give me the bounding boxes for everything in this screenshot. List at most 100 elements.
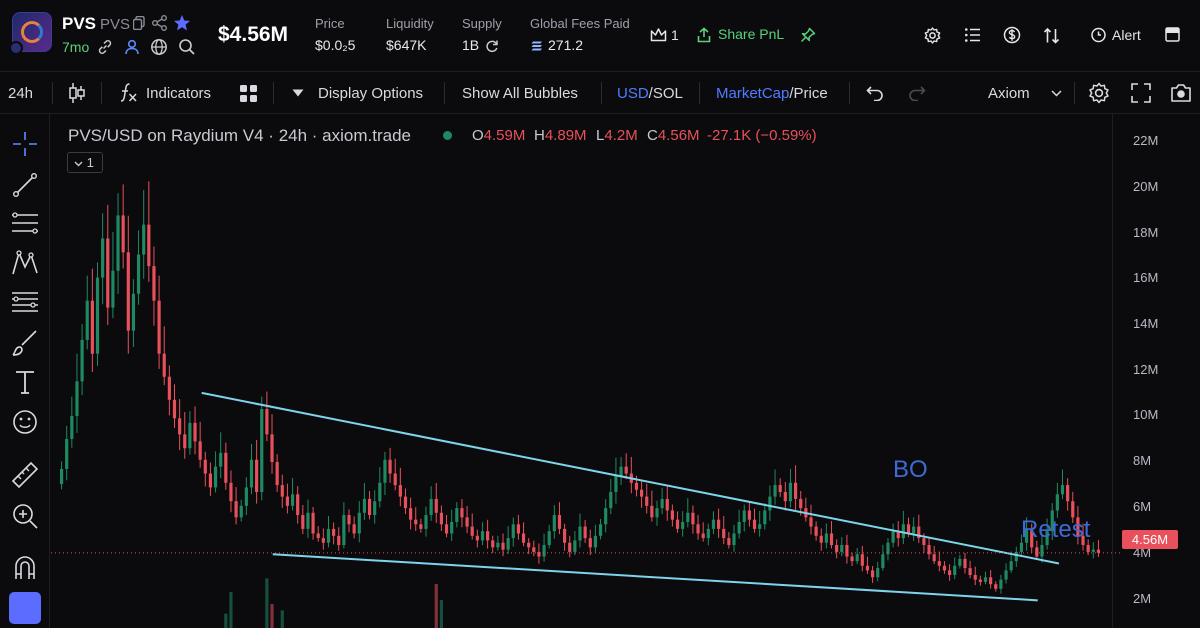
swap-arrows-icon[interactable] [1043, 27, 1060, 44]
sol-option[interactable]: /SOL [648, 85, 683, 102]
candle-body[interactable] [311, 512, 315, 534]
candle-body[interactable] [316, 533, 320, 539]
candle-body[interactable] [1076, 517, 1080, 536]
ruler-icon[interactable] [9, 459, 41, 491]
candle-body[interactable] [912, 526, 916, 534]
copy-icon[interactable] [133, 16, 145, 30]
candle-body[interactable] [342, 515, 346, 546]
candle-body[interactable] [444, 524, 449, 534]
trendline-upper[interactable] [201, 391, 1060, 565]
pin-icon[interactable] [800, 27, 816, 43]
timeframe-button[interactable]: 24h [8, 85, 34, 102]
candle-body[interactable] [1024, 528, 1029, 543]
metric-toggle[interactable]: MarketCap/Price [716, 85, 828, 102]
candle-body[interactable] [989, 577, 993, 585]
candle-body[interactable] [1050, 510, 1054, 532]
crosshair-icon[interactable] [9, 128, 41, 160]
candle-body[interactable] [414, 519, 418, 525]
crown-icon[interactable] [650, 27, 667, 43]
candle-body[interactable] [229, 482, 233, 502]
magnet-icon[interactable] [9, 552, 41, 584]
candle-body[interactable] [583, 526, 587, 539]
marketcap-option[interactable]: MarketCap [716, 85, 790, 102]
candle-body[interactable] [542, 545, 546, 557]
usd-option[interactable]: USD [617, 85, 649, 102]
data-source-select[interactable]: Axiom [988, 85, 1030, 102]
fullscreen-icon[interactable] [1131, 83, 1151, 103]
candle-body[interactable] [737, 521, 741, 534]
candle-body[interactable] [547, 531, 551, 546]
candle-body[interactable] [265, 409, 269, 435]
candle-body[interactable] [321, 538, 325, 543]
currency-dollar-icon[interactable] [1003, 26, 1021, 44]
candle-body[interactable] [711, 519, 716, 529]
candle-body[interactable] [419, 524, 423, 529]
candle-body[interactable] [722, 528, 726, 539]
alert-button[interactable]: Alert [1112, 27, 1141, 43]
candle-body[interactable] [1071, 501, 1075, 518]
candle-body[interactable] [716, 519, 721, 529]
candle-body[interactable] [563, 528, 567, 543]
candle-body[interactable] [347, 515, 351, 525]
candle-body[interactable] [188, 422, 192, 449]
candle-body[interactable] [219, 452, 223, 467]
candle-body[interactable] [152, 266, 156, 301]
candle-body[interactable] [835, 545, 839, 552]
candle-body[interactable] [593, 535, 597, 548]
candle-body[interactable] [373, 501, 377, 516]
candle-body[interactable] [609, 492, 613, 509]
candle-body[interactable] [845, 545, 849, 557]
indicator-collapse-button[interactable]: 1 [67, 152, 103, 173]
candle-body[interactable] [455, 508, 459, 522]
caret-down-icon[interactable] [292, 89, 304, 97]
candle-body[interactable] [696, 524, 700, 534]
candle-body[interactable] [101, 238, 105, 278]
candle-body[interactable] [450, 521, 454, 534]
candle-body[interactable] [255, 459, 259, 493]
candle-body[interactable] [660, 498, 664, 509]
candle-body[interactable] [486, 531, 490, 541]
show-bubbles-button[interactable]: Show All Bubbles [462, 85, 578, 102]
candle-body[interactable] [75, 381, 79, 416]
candle-body[interactable] [752, 519, 757, 529]
candle-body[interactable] [516, 524, 520, 534]
candle-body[interactable] [424, 515, 428, 529]
candle-body[interactable] [203, 459, 207, 474]
candle-body[interactable] [1014, 551, 1018, 562]
price-axis[interactable] [1112, 114, 1200, 628]
candle-body[interactable] [383, 459, 387, 483]
candle-body[interactable] [799, 498, 803, 509]
panel-layout-icon[interactable] [1165, 27, 1180, 42]
candle-body[interactable] [793, 482, 798, 499]
candle-body[interactable] [937, 561, 941, 566]
candle-body[interactable] [270, 434, 274, 463]
candle-body[interactable] [1009, 561, 1013, 571]
candle-body[interactable] [932, 554, 936, 562]
candle-body[interactable] [80, 339, 84, 382]
candle-body[interactable] [1040, 545, 1044, 557]
candle-body[interactable] [1045, 531, 1049, 546]
candle-body[interactable] [378, 482, 382, 502]
candle-body[interactable] [1081, 535, 1085, 546]
candle-body[interactable] [619, 466, 623, 476]
candle-body[interactable] [332, 528, 336, 536]
candle-body[interactable] [470, 526, 474, 536]
candle-body[interactable] [783, 492, 787, 502]
candle-body[interactable] [465, 517, 469, 527]
candle-body[interactable] [686, 512, 690, 522]
candle-body[interactable] [994, 584, 998, 589]
favorite-star-icon[interactable] [173, 14, 191, 32]
candle-body[interactable] [136, 254, 141, 294]
candle-body[interactable] [850, 556, 854, 562]
candle-body[interactable] [532, 547, 536, 552]
candle-body[interactable] [306, 512, 310, 529]
currency-toggle[interactable]: USD/SOL [617, 85, 683, 102]
candle-body[interactable] [624, 466, 628, 474]
candle-body[interactable] [855, 554, 859, 562]
candle-body[interactable] [814, 526, 818, 536]
candle-body[interactable] [614, 475, 618, 493]
candle-body[interactable] [896, 531, 900, 539]
candle-body[interactable] [742, 510, 746, 522]
candle-body[interactable] [280, 485, 284, 497]
candle-body[interactable] [162, 353, 166, 377]
